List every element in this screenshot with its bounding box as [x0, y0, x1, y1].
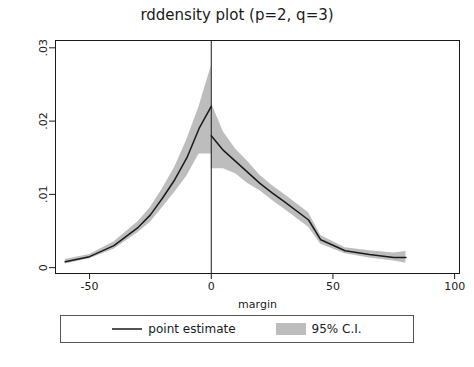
svg-text:50: 50: [326, 280, 340, 293]
html-text:rddensity plot (p=2, q=3): rddensity plot (p=2, q=3): [140, 6, 334, 24]
svg-text:.01: .01: [37, 186, 50, 204]
html-text:95% C.I.: 95% C.I.: [311, 322, 362, 336]
svg-text:-50: -50: [81, 280, 99, 293]
svg-text:0: 0: [208, 280, 215, 293]
svg-text:.03: .03: [37, 39, 50, 57]
html-text:point estimate: point estimate: [148, 322, 236, 336]
svg-text:margin: margin: [238, 298, 277, 311]
svg-text:0: 0: [37, 264, 50, 271]
svg-text:100: 100: [444, 280, 465, 293]
svg-text:.02: .02: [37, 112, 50, 129]
